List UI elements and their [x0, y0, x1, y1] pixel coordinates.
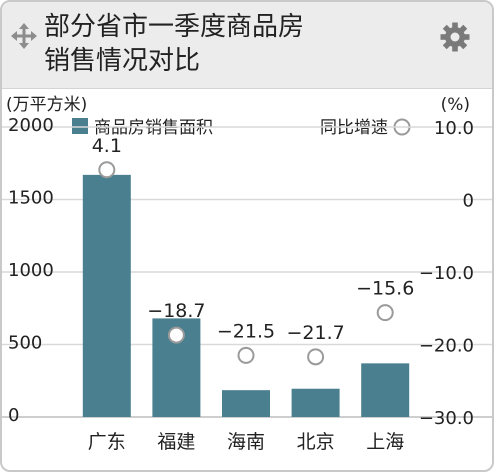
left-tick-label: 500 — [8, 333, 42, 354]
chart-header: 部分省市一季度商品房 销售情况对比 — [2, 2, 492, 89]
chart-title-line-1: 部分省市一季度商品房 — [44, 12, 305, 42]
legend-bar-label: 商品房销售面积 — [94, 118, 213, 138]
left-axis-unit: (万平方米) — [6, 95, 87, 115]
growth-value-label: −21.7 — [286, 322, 344, 344]
chart-title: 部分省市一季度商品房 销售情况对比 — [44, 10, 424, 78]
growth-marker — [307, 348, 325, 366]
right-tick-label: 10.0 — [434, 118, 474, 139]
right-tick-label: −10.0 — [419, 263, 474, 284]
legend: 商品房销售面积 同比增速 — [72, 118, 411, 138]
category-label: 海南 — [227, 431, 265, 453]
bar — [291, 388, 340, 417]
growth-value-label: −18.7 — [147, 300, 205, 322]
left-tick-label: 1500 — [8, 188, 54, 209]
bar — [82, 174, 131, 417]
category-label: 福建 — [157, 431, 195, 453]
bar — [361, 363, 410, 417]
category-label: 北京 — [297, 431, 335, 453]
chart-plot: (万平方米) (%) 商品房销售面积 同比增速 0 500 1000 1500 2000… — [2, 95, 492, 453]
right-axis-unit: (%) — [441, 95, 470, 115]
left-tick-label: 0 — [8, 405, 19, 426]
right-tick-label: −30.0 — [419, 408, 474, 429]
right-tick-label: −20.0 — [419, 336, 474, 357]
legend-marker-label: 同比增速 — [320, 118, 388, 138]
move-arrows-icon[interactable] — [10, 22, 38, 50]
growth-value-label: −15.6 — [356, 278, 414, 300]
growth-marker — [376, 304, 394, 322]
chart-title-line-2: 销售情况对比 — [44, 46, 201, 76]
growth-marker — [98, 161, 116, 179]
legend-bar-swatch — [72, 118, 88, 134]
left-tick-label: 2000 — [8, 115, 54, 136]
growth-marker — [237, 346, 255, 364]
category-label: 上海 — [366, 431, 404, 453]
gear-icon[interactable] — [440, 22, 470, 52]
bar — [222, 390, 270, 417]
growth-marker — [167, 326, 185, 344]
growth-value-label: −21.5 — [217, 320, 275, 342]
left-tick-label: 1000 — [8, 260, 54, 281]
right-tick-label: 0 — [463, 191, 474, 212]
category-label: 广东 — [88, 431, 126, 453]
growth-value-label: 4.1 — [92, 135, 122, 157]
